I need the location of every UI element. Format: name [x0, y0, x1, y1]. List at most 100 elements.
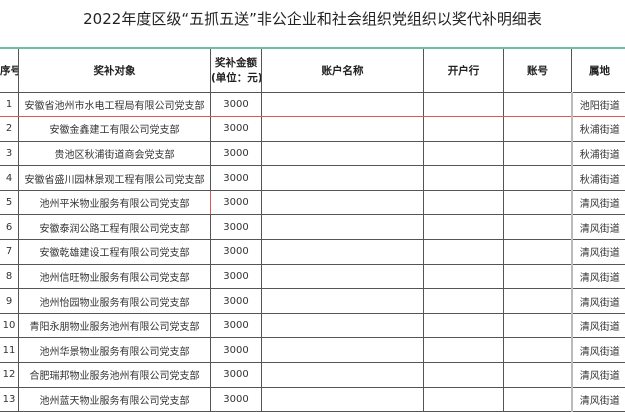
cell-amount[interactable]: 3000	[211, 240, 262, 265]
cell-recipient[interactable]: 池州华景物业服务有限公司党支部	[19, 338, 211, 363]
cell-bank[interactable]	[424, 117, 504, 142]
cell-bank[interactable]	[424, 289, 504, 314]
cell-seq[interactable]: 6	[0, 215, 19, 240]
cell-account-name[interactable]	[262, 313, 424, 338]
cell-account-no[interactable]	[504, 289, 572, 314]
cell-recipient[interactable]: 安徽泰润公路工程有限公司党支部	[19, 215, 211, 240]
cell-amount[interactable]: 3000	[211, 387, 262, 412]
col-header-district[interactable]: 属地	[572, 48, 625, 92]
cell-district[interactable]: 池阳街道	[572, 92, 625, 117]
cell-bank[interactable]	[424, 363, 504, 388]
cell-amount[interactable]: 3000	[211, 166, 262, 191]
cell-recipient[interactable]: 安徽省盛川园林景观工程有限公司党支部	[19, 166, 211, 191]
cell-seq[interactable]: 12	[0, 363, 19, 388]
cell-district[interactable]: 清风街道	[572, 387, 625, 412]
cell-account-no[interactable]	[504, 264, 572, 289]
cell-bank[interactable]	[424, 92, 504, 117]
cell-account-no[interactable]	[504, 215, 572, 240]
cell-account-no[interactable]	[504, 92, 572, 117]
cell-seq[interactable]: 11	[0, 338, 19, 363]
cell-recipient[interactable]: 安徽金鑫建工有限公司党支部	[19, 117, 211, 142]
cell-account-name[interactable]	[262, 240, 424, 265]
cell-amount[interactable]: 3000	[211, 92, 262, 117]
cell-bank[interactable]	[424, 338, 504, 363]
cell-seq[interactable]: 13	[0, 387, 19, 412]
cell-amount[interactable]: 3000	[211, 313, 262, 338]
cell-bank[interactable]	[424, 215, 504, 240]
cell-seq[interactable]: 9	[0, 289, 19, 314]
cell-account-name[interactable]	[262, 215, 424, 240]
cell-district[interactable]: 清风街道	[572, 313, 625, 338]
cell-seq[interactable]: 8	[0, 264, 19, 289]
col-header-seq[interactable]: 序号	[0, 48, 19, 92]
cell-account-name[interactable]	[262, 166, 424, 191]
cell-district[interactable]: 秋浦街道	[572, 117, 625, 142]
cell-account-name[interactable]	[262, 289, 424, 314]
cell-recipient[interactable]: 合肥瑞邦物业服务池州有限公司党支部	[19, 363, 211, 388]
cell-district[interactable]: 秋浦街道	[572, 166, 625, 191]
cell-account-name[interactable]	[262, 117, 424, 142]
cell-bank[interactable]	[424, 166, 504, 191]
cell-amount[interactable]: 3000	[211, 141, 262, 166]
cell-account-no[interactable]	[504, 141, 572, 166]
cell-bank[interactable]	[424, 313, 504, 338]
cell-district[interactable]: 清风街道	[572, 363, 625, 388]
cell-account-no[interactable]	[504, 166, 572, 191]
cell-district[interactable]: 清风街道	[572, 215, 625, 240]
cell-recipient[interactable]: 安徽省池州市水电工程局有限公司党支部	[19, 92, 211, 117]
cell-account-no[interactable]	[504, 240, 572, 265]
cell-amount[interactable]: 3000	[211, 289, 262, 314]
cell-district[interactable]: 清风街道	[572, 338, 625, 363]
cell-seq[interactable]: 1	[0, 92, 19, 117]
cell-account-no[interactable]	[504, 117, 572, 142]
cell-bank[interactable]	[424, 264, 504, 289]
cell-seq[interactable]: 3	[0, 141, 19, 166]
cell-amount[interactable]: 3000	[211, 363, 262, 388]
cell-amount[interactable]: 3000	[211, 338, 262, 363]
cell-seq[interactable]: 4	[0, 166, 19, 191]
cell-account-name[interactable]	[262, 387, 424, 412]
cell-account-no[interactable]	[504, 313, 572, 338]
cell-bank[interactable]	[424, 190, 504, 215]
cell-account-no[interactable]	[504, 190, 572, 215]
cell-seq[interactable]: 10	[0, 313, 19, 338]
cell-recipient[interactable]: 贵池区秋浦街道商会党支部	[19, 141, 211, 166]
cell-bank[interactable]	[424, 141, 504, 166]
cell-seq[interactable]: 7	[0, 240, 19, 265]
col-header-bank[interactable]: 开户行	[424, 48, 504, 92]
cell-amount[interactable]: 3000	[211, 264, 262, 289]
cell-account-name[interactable]	[262, 141, 424, 166]
cell-account-name[interactable]	[262, 92, 424, 117]
cell-recipient[interactable]: 池州怡园物业服务有限公司党支部	[19, 289, 211, 314]
cell-recipient[interactable]: 池州平米物业服务有限公司党支部	[19, 190, 211, 215]
cell-recipient[interactable]: 池州信旺物业服务有限公司党支部	[19, 264, 211, 289]
cell-amount[interactable]: 3000	[211, 117, 262, 142]
cell-account-name[interactable]	[262, 190, 424, 215]
cell-recipient[interactable]: 安徽乾雄建设工程有限公司党支部	[19, 240, 211, 265]
cell-bank[interactable]	[424, 387, 504, 412]
cell-account-name[interactable]	[262, 363, 424, 388]
cell-district[interactable]: 清风街道	[572, 289, 625, 314]
cell-amount[interactable]: 3000	[211, 215, 262, 240]
cell-district[interactable]: 清风街道	[572, 240, 625, 265]
cell-district[interactable]: 秋浦街道	[572, 141, 625, 166]
cell-seq[interactable]: 2	[0, 117, 19, 142]
cell-account-name[interactable]	[262, 338, 424, 363]
cell-district[interactable]: 清风街道	[572, 264, 625, 289]
cell-bank[interactable]	[424, 240, 504, 265]
cell-recipient[interactable]: 池州蓝天物业服务有限公司党支部	[19, 387, 211, 412]
cell-recipient[interactable]: 青阳永朋物业服务池州有限公司党支部	[19, 313, 211, 338]
col-header-account-name[interactable]: 账户名称	[262, 48, 424, 92]
col-header-recipient[interactable]: 奖补对象	[19, 48, 211, 92]
col-header-amount[interactable]: 奖补金额(单位：元)	[211, 48, 262, 92]
cell-amount[interactable]: 3000	[211, 190, 262, 215]
cell-seq[interactable]: 5	[0, 190, 19, 215]
cell-district[interactable]: 清风街道	[572, 190, 625, 215]
cell-account-no[interactable]	[504, 387, 572, 412]
cell-account-no[interactable]	[504, 338, 572, 363]
cell-account-no[interactable]	[504, 363, 572, 388]
cell-account-name[interactable]	[262, 264, 424, 289]
col-header-account-no[interactable]: 账号	[504, 48, 572, 92]
